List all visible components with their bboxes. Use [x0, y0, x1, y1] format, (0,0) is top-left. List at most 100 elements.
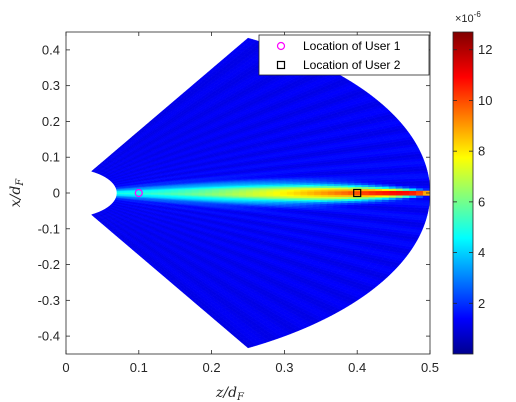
heatmap-cell [415, 197, 424, 201]
heatmap-cell [402, 197, 410, 201]
heatmap-cell [361, 188, 369, 192]
heatmap-cell [422, 197, 430, 201]
heatmap-cell [300, 192, 308, 195]
heatmap-cell [307, 192, 315, 195]
heatmap-cell [402, 199, 410, 203]
heatmap-cell [354, 196, 363, 200]
heatmap-cell [402, 195, 410, 198]
heatmap-cell [286, 192, 295, 195]
heatmap-cell [334, 196, 342, 199]
heatmap-cell [422, 180, 430, 184]
heatmap-cell [320, 194, 329, 197]
heatmap-cell [361, 190, 369, 194]
heatmap-cell [388, 190, 397, 194]
heatmap-cell [415, 185, 424, 189]
heatmap-cell [375, 186, 383, 189]
heatmap-cell [368, 186, 376, 190]
heatmap-cell [314, 192, 322, 195]
heatmap-cell [307, 194, 315, 197]
heatmap-cell [409, 185, 417, 189]
heatmap-cell [402, 192, 410, 196]
heatmap-cell [409, 195, 417, 199]
heatmap-cell [382, 188, 390, 192]
heatmap-cell [422, 185, 430, 189]
heatmap-cell [300, 194, 308, 197]
heatmap-cell [409, 192, 417, 196]
heatmap-cell [415, 200, 424, 204]
heatmap-cell [395, 190, 403, 194]
heatmap-cell [327, 190, 335, 194]
heatmap-cell [361, 192, 369, 196]
heatmap-cell [300, 191, 308, 194]
heatmap-cell [388, 188, 397, 191]
heatmap-cell [394, 201, 403, 205]
heatmap-cell [422, 200, 430, 204]
heatmap-cell [409, 187, 417, 191]
heatmap-cell [327, 194, 335, 197]
heatmap-cell [334, 192, 342, 196]
heatmap-cell [341, 192, 349, 196]
heatmap-cell [341, 188, 349, 192]
heatmap-cell [388, 186, 397, 189]
heatmap-cell [327, 196, 335, 199]
heatmap-cell [361, 198, 369, 202]
heatmap-cell [347, 196, 356, 200]
heatmap-cell [401, 202, 410, 205]
heatmap-cell [375, 188, 383, 192]
heatmap-cell [368, 196, 376, 200]
heatmap-cell [320, 190, 329, 194]
heatmap-cell [375, 194, 383, 198]
heatmap-cell [374, 199, 383, 202]
heatmap-cell [422, 187, 430, 191]
heatmap-cell [381, 186, 390, 189]
heatmap-cell [388, 201, 396, 205]
heatmap-cell [293, 194, 301, 197]
heatmap-cell [286, 191, 295, 194]
heatmap-cell [314, 194, 322, 197]
heatmap-cell [368, 192, 376, 196]
heatmap-cell [341, 190, 349, 194]
heatmap-cell [334, 189, 342, 192]
heatmap-cell [320, 196, 329, 199]
heatmap-cell [395, 199, 403, 203]
heatmap-cell [334, 190, 342, 194]
heatmap-cell [416, 192, 424, 196]
heatmap-cell [408, 202, 417, 206]
heatmap-cell [361, 186, 369, 190]
heatmap-cell [395, 185, 403, 189]
heatmap-cell [259, 192, 267, 195]
heatmap-cell [266, 192, 274, 195]
heatmap-cell [402, 183, 410, 187]
heatmap-cell [341, 196, 349, 200]
heatmap-cell [286, 194, 295, 197]
heatmap-cell [408, 204, 416, 208]
heatmap-cell [361, 194, 369, 198]
heatmap-cell [416, 187, 424, 191]
heatmap-cell [422, 182, 430, 186]
heatmap-cell [375, 190, 383, 194]
heatmap-cell [382, 194, 390, 198]
heatmap-cell [402, 190, 410, 194]
heatmap-cell [409, 197, 417, 201]
heatmap-cell [382, 192, 390, 196]
heatmap-cell [368, 188, 376, 192]
heatmap-cell [388, 192, 397, 196]
heatmap-cell [422, 195, 430, 199]
heatmap-cell [388, 199, 396, 203]
heatmap-cell [388, 183, 396, 187]
heatmap-cell [395, 197, 403, 201]
heatmap-cell [368, 194, 376, 198]
heatmap-field [91, 37, 430, 349]
heatmap-cell [416, 195, 424, 199]
heatmap-cell [293, 192, 301, 195]
heatmap-cell [402, 188, 410, 191]
heatmap-cell [395, 192, 403, 196]
heatmap-cell [415, 182, 424, 186]
heatmap-cell [307, 191, 315, 194]
heatmap-cell [415, 202, 423, 206]
heatmap-cell [280, 192, 288, 195]
heatmap-cell [341, 194, 349, 198]
heatmap-cell [375, 197, 383, 200]
heatmap-cell [381, 197, 390, 200]
